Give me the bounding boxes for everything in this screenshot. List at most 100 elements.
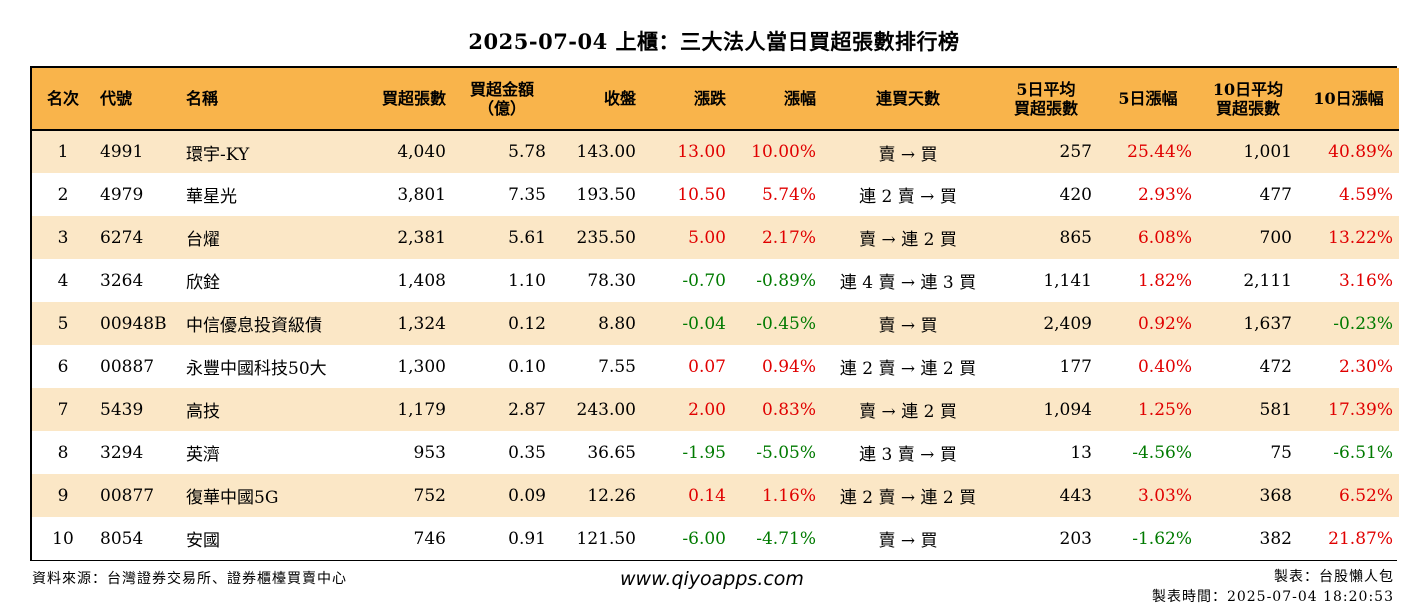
close-cell: 121.50 [576, 528, 636, 549]
rank-cell: 7 [57, 399, 69, 420]
change-pct-cell: 0.83% [761, 399, 816, 420]
table-row: 4 3264 欣銓 1,408 1.10 78.30 -0.70 -0.89% 連 4 賣 → … [32, 259, 1399, 302]
code-cell: 3264 [100, 270, 144, 291]
close-cell: 243.00 [576, 399, 636, 420]
column-header-label: 代號 [100, 89, 133, 108]
table-row: 5 00948B 中信優息投資級債 1,324 0.12 8.80 -0.04 -0.45% 賣… [32, 302, 1399, 345]
column-header: 10日平均 買超張數 [1198, 68, 1298, 131]
streak-cell: 連 3 賣 → 買 [859, 445, 957, 465]
page-title: 2025-07-04 上櫃：三大法人當日買超張數排行榜 [468, 29, 960, 54]
column-header-label: 10日漲幅 [1313, 89, 1384, 108]
net-buy-cell: 1,324 [397, 313, 446, 334]
name-cell: 欣銓 [186, 273, 220, 293]
rank-cell: 9 [57, 485, 69, 506]
change-cell: 2.00 [688, 399, 726, 420]
column-header-label: 5日漲幅 [1118, 89, 1178, 108]
change-cell: -1.95 [682, 442, 726, 463]
streak-cell: 賣 → 連 2 買 [859, 402, 957, 422]
amount-cell: 1.10 [508, 270, 546, 291]
rank-cell: 6 [57, 356, 69, 377]
column-header-label: 名稱 [186, 89, 219, 108]
change-cell: 10.50 [677, 184, 726, 205]
column-header-label: 漲跌 [693, 89, 726, 108]
table-row: 6 00887 永豐中國科技50大 1,300 0.10 7.55 0.07 0.94% 連 2… [32, 345, 1399, 388]
code-cell: 8054 [100, 528, 144, 549]
pct5-cell: 25.44% [1127, 142, 1192, 162]
rank-cell: 10 [52, 528, 74, 549]
net-buy-cell: 1,408 [397, 270, 446, 291]
change-cell: -0.04 [682, 313, 726, 334]
pct10-cell: 21.87% [1328, 528, 1393, 549]
net-buy-cell: 1,179 [397, 399, 446, 420]
avg10-cell: 2,111 [1243, 270, 1292, 291]
table-row: 1 4991 環宇-KY 4,040 5.78 143.00 13.00 10.00% 賣 → … [32, 130, 1399, 173]
streak-cell: 賣 → 買 [878, 531, 938, 551]
avg5-cell: 257 [1059, 142, 1092, 162]
code-cell: 00948B [100, 313, 167, 334]
column-header-label-line2: 買超張數 [1013, 98, 1078, 118]
rank-cell: 4 [57, 270, 69, 291]
change-cell: -6.00 [682, 528, 726, 549]
rank-cell: 2 [57, 184, 69, 205]
close-cell: 7.55 [598, 356, 636, 377]
name-cell: 復華中國5G [186, 488, 279, 508]
close-cell: 12.26 [587, 485, 636, 506]
amount-cell: 5.61 [508, 227, 546, 248]
streak-cell: 連 2 賣 → 連 2 買 [839, 488, 977, 508]
pct10-cell: 17.39% [1328, 399, 1393, 420]
pct10-cell: 13.22% [1328, 227, 1393, 248]
avg5-cell: 13 [1070, 442, 1092, 463]
column-header-label-line2: （億） [477, 98, 526, 118]
amount-cell: 0.10 [508, 356, 546, 377]
column-header-label: 買超張數 [381, 89, 446, 108]
column-header-label-line2: 買超張數 [1215, 98, 1280, 118]
table-row: 3 6274 台燿 2,381 5.61 235.50 5.00 2.17% 賣 → 連 2 買… [32, 216, 1399, 259]
column-header-label: 連買天數 [875, 89, 940, 108]
change-pct-cell: -5.05% [756, 442, 816, 463]
change-pct-cell: -0.45% [756, 313, 816, 334]
column-header: 5日漲幅 [1098, 68, 1198, 131]
column-header: 買超張數 [350, 68, 452, 131]
code-cell: 4991 [100, 142, 144, 162]
code-cell: 3294 [100, 442, 144, 463]
name-cell: 台燿 [186, 230, 220, 250]
maker-label: 製表：台股懶人包 [1274, 569, 1394, 585]
column-header: 買超金額 （億） [452, 68, 552, 131]
amount-cell: 5.78 [508, 142, 546, 162]
rank-cell: 3 [57, 227, 69, 248]
net-buy-cell: 4,040 [397, 142, 446, 162]
column-header: 連買天數 [822, 68, 994, 131]
change-pct-cell: 10.00% [751, 142, 816, 162]
change-pct-cell: 5.74% [761, 184, 816, 205]
pct10-cell: 4.59% [1338, 184, 1393, 205]
code-cell: 00877 [100, 485, 155, 506]
net-buy-cell: 953 [413, 442, 446, 463]
column-header: 名稱 [180, 68, 350, 131]
table-header-row: 名次 代號 名稱 買超張數 買超金額 （億） 收盤 漲跌 漲幅 連買天數 5日平均 買超張數 5日漲幅 1… [32, 68, 1399, 131]
name-cell: 華星光 [186, 187, 237, 207]
code-cell: 00887 [100, 356, 155, 377]
table-row: 2 4979 華星光 3,801 7.35 193.50 10.50 5.74% 連 2 賣 →… [32, 173, 1399, 216]
net-buy-cell: 1,300 [397, 356, 446, 377]
net-buy-cell: 746 [413, 528, 446, 549]
amount-cell: 2.87 [508, 399, 546, 420]
table-row: 7 5439 高技 1,179 2.87 243.00 2.00 0.83% 賣 → 連 2 買… [32, 388, 1399, 431]
change-cell: 5.00 [688, 227, 726, 248]
pct5-cell: 0.40% [1137, 356, 1192, 377]
change-cell: -0.70 [682, 270, 726, 291]
avg5-cell: 420 [1059, 184, 1092, 205]
streak-cell: 賣 → 連 2 買 [859, 230, 957, 250]
column-header-label: 5日平均 [1016, 79, 1076, 99]
column-header-label: 10日平均 [1212, 79, 1284, 99]
avg10-cell: 1,637 [1243, 313, 1292, 334]
pct5-cell: 0.92% [1137, 313, 1192, 334]
pct5-cell: 1.25% [1137, 399, 1192, 420]
name-cell: 中信優息投資級債 [186, 316, 322, 336]
rank-cell: 8 [57, 442, 69, 463]
pct5-cell: 3.03% [1137, 485, 1192, 506]
avg5-cell: 1,141 [1043, 270, 1092, 291]
avg5-cell: 865 [1059, 227, 1092, 248]
amount-cell: 7.35 [508, 184, 546, 205]
rank-cell: 5 [57, 313, 69, 334]
column-header-label: 收盤 [603, 89, 636, 108]
